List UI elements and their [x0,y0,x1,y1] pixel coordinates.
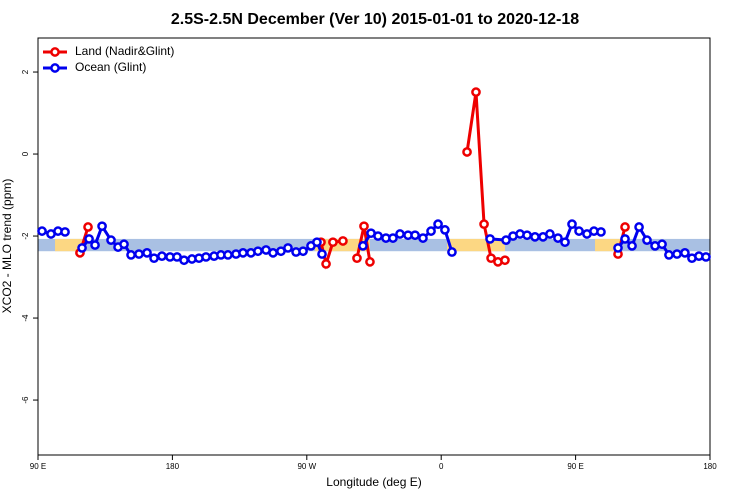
point [142,248,152,258]
point [134,249,144,259]
point [223,250,233,260]
point [627,241,637,251]
point [657,239,667,250]
point [680,248,690,258]
point [395,229,405,239]
y-tick-label: -6 [21,396,30,404]
point [359,221,369,232]
point [560,237,570,248]
point [501,235,511,245]
band-segment [55,238,83,252]
point [447,247,457,257]
point [486,253,496,264]
x-tick-label: 90 E [30,462,46,471]
y-tick-label: -2 [21,232,30,240]
point [545,229,555,239]
point [365,257,375,267]
point [485,234,495,244]
point [90,240,100,250]
legend-marker [50,63,60,73]
plot-frame [37,37,711,456]
legend-marker [50,47,60,57]
point [388,233,398,243]
point [596,227,606,237]
point [149,253,159,264]
x-tick-label: 0 [439,462,444,471]
point [97,221,107,232]
point [238,248,248,258]
point [106,235,116,245]
point [701,252,711,262]
point [410,230,420,241]
x-axis-label: Longitude (deg E) [326,475,421,489]
point [574,226,584,236]
point [338,236,348,246]
point [201,252,211,262]
point [642,235,652,245]
x-tick-label: 90 W [297,462,316,471]
x-tick-label: 180 [166,462,180,471]
y-axis-label: XCO2 - MLO trend (ppm) [0,179,14,314]
point [179,255,189,266]
legend-label: Ocean (Glint) [75,60,146,74]
point [321,259,331,269]
point [567,219,577,230]
point [84,234,94,244]
point [471,87,481,97]
point [312,237,322,248]
point [37,226,47,236]
chart-title: 2.5S-2.5N December (Ver 10) 2015-01-01 t… [171,11,579,28]
band [38,238,710,252]
point [500,255,510,266]
point [664,250,674,260]
point [283,243,293,253]
point [328,237,338,248]
point [672,249,682,259]
point [613,243,623,253]
point [553,233,563,243]
y-tick-label: 2 [21,69,30,74]
point [440,225,450,235]
point [462,147,472,157]
point [253,246,263,257]
point [352,253,362,264]
point [522,230,532,241]
point [77,243,87,253]
point [620,222,630,232]
point [298,246,308,257]
x-tick-label: 90 E [567,462,583,471]
point [126,250,136,260]
point [479,219,489,230]
x-tick-label: 180 [703,462,717,471]
point [119,239,129,250]
point [83,222,93,232]
point [620,234,630,244]
point [433,219,443,230]
point [373,231,383,241]
point [530,232,540,242]
point [157,251,167,261]
point [426,226,436,236]
y-tick-label: 0 [21,151,30,156]
point [418,233,428,243]
point [634,222,644,232]
point [60,227,70,237]
legend-label: Land (Nadir&Glint) [75,44,174,58]
point [358,241,368,251]
point [317,249,327,259]
point [268,248,278,258]
y-tick-label: -4 [21,314,30,322]
